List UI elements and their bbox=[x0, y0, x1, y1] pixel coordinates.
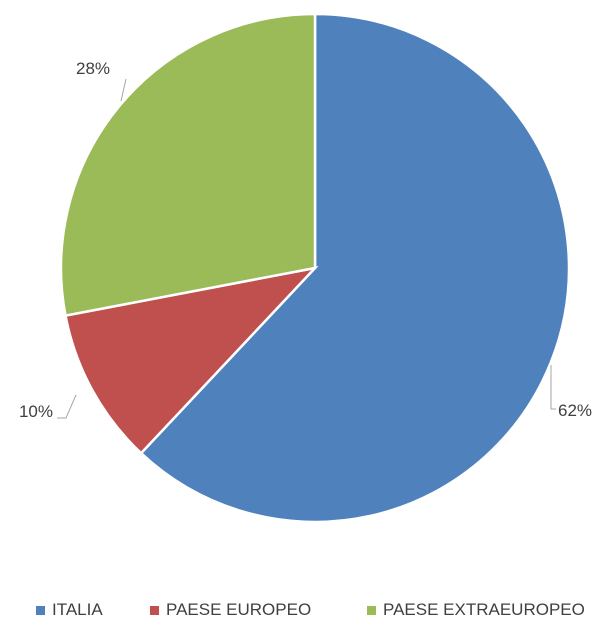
legend-swatch-italia bbox=[36, 605, 45, 615]
pie-slice-italia bbox=[139, 12, 571, 524]
legend-label-paese-extraeuropeo: PAESE EXTRAEUROPEO bbox=[383, 600, 585, 619]
legend-item-italia: ITALIA bbox=[36, 596, 103, 624]
legend-label-paese-europeo: PAESE EUROPEO bbox=[166, 600, 312, 619]
data-label-paese-europeo: 10% bbox=[19, 402, 53, 421]
legend-label-italia: ITALIA bbox=[52, 600, 103, 619]
legend-swatch-paese-europeo bbox=[150, 605, 159, 615]
legend-item-paese-europeo: PAESE EUROPEO bbox=[150, 596, 311, 624]
data-label-paese-extraeuropeo: 28% bbox=[76, 59, 110, 78]
leader-line-paese-europeo bbox=[57, 394, 77, 419]
chart-legend: ITALIA PAESE EUROPEO PAESE EXTRAEUROPEO bbox=[0, 596, 613, 624]
pie-slice-paese-extraeuropeo bbox=[59, 12, 317, 318]
legend-item-paese-extraeuropeo: PAESE EXTRAEUROPEO bbox=[367, 596, 585, 624]
data-label-italia: 62% bbox=[558, 401, 592, 420]
legend-swatch-paese-extraeuropeo bbox=[367, 605, 376, 615]
pie-chart-plot: 62% 10% 28% bbox=[19, 12, 592, 524]
pie-slice-paese-europeo bbox=[64, 266, 319, 455]
leader-line-paese-extraeuropeo bbox=[120, 78, 127, 102]
leader-line-italia bbox=[550, 365, 556, 410]
